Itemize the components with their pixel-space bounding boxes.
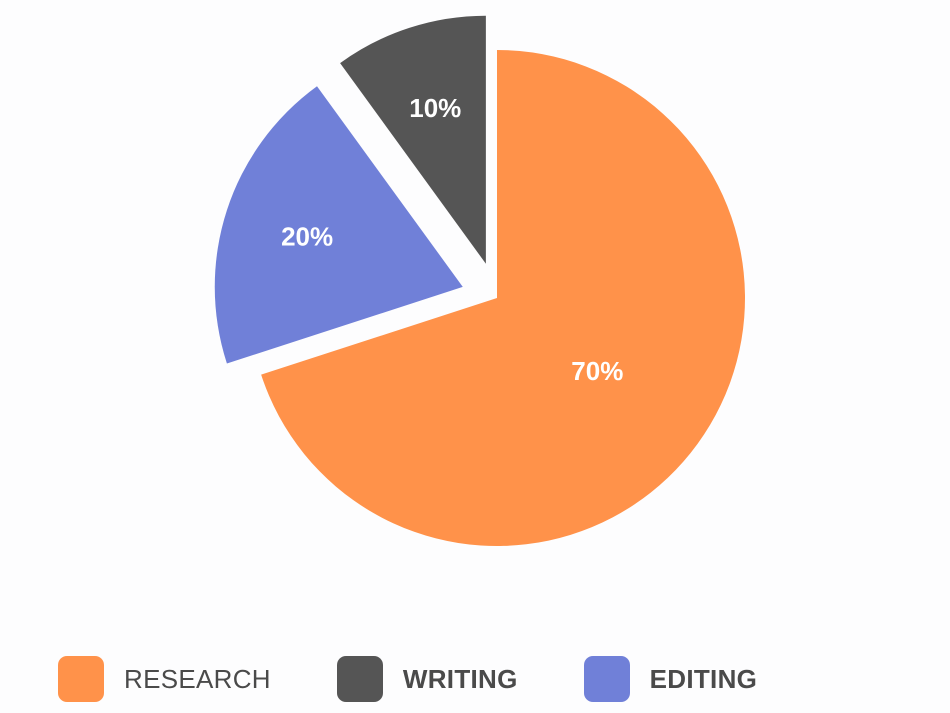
legend-label-research: RESEARCH [124, 663, 271, 694]
legend-label-writing: WRITING [402, 663, 518, 694]
chart-legend: RESEARCH WRITING EDITING [58, 655, 823, 703]
pie-label-writing: 10% [409, 93, 461, 123]
legend-swatch-research [58, 656, 104, 702]
legend-item-writing: WRITING [336, 656, 518, 702]
pie-label-research: 70% [571, 356, 623, 386]
legend-label-editing: EDITING [649, 663, 758, 694]
pie-label-editing: 20% [281, 221, 333, 251]
pie-slice-writing [340, 15, 486, 264]
legend-swatch-writing [336, 656, 383, 702]
pie-slice-editing [214, 86, 463, 364]
legend-item-research: RESEARCH [58, 656, 271, 702]
legend-swatch-editing [583, 656, 630, 702]
legend-item-editing: EDITING [583, 656, 758, 702]
pie-slice-research [261, 50, 745, 546]
